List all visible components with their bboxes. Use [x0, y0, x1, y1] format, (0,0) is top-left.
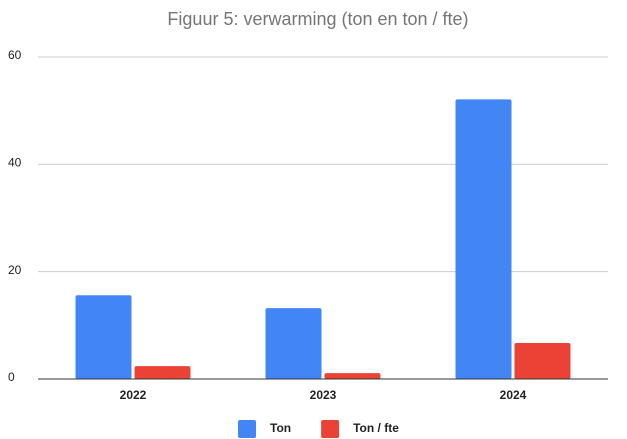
y-tick-label: 20: [8, 263, 22, 277]
bar: [265, 308, 322, 379]
chart-title: Figuur 5: verwarming (ton en ton / fte): [167, 9, 468, 29]
legend-label: Ton / fte: [353, 421, 399, 435]
y-tick-label: 0: [8, 370, 15, 384]
x-tick-label: 2024: [500, 388, 527, 402]
bar: [514, 343, 571, 379]
bar: [324, 373, 381, 379]
bar: [455, 99, 512, 379]
y-tick-label: 40: [8, 156, 22, 170]
x-tick-label: 2023: [310, 388, 337, 402]
legend-swatch: [321, 420, 340, 438]
x-tick-label: 2022: [120, 388, 147, 402]
legend-swatch: [238, 420, 256, 438]
legend-label: Ton: [270, 421, 291, 435]
y-tick-label: 60: [8, 48, 22, 62]
bar: [134, 366, 191, 379]
bar: [75, 295, 132, 379]
